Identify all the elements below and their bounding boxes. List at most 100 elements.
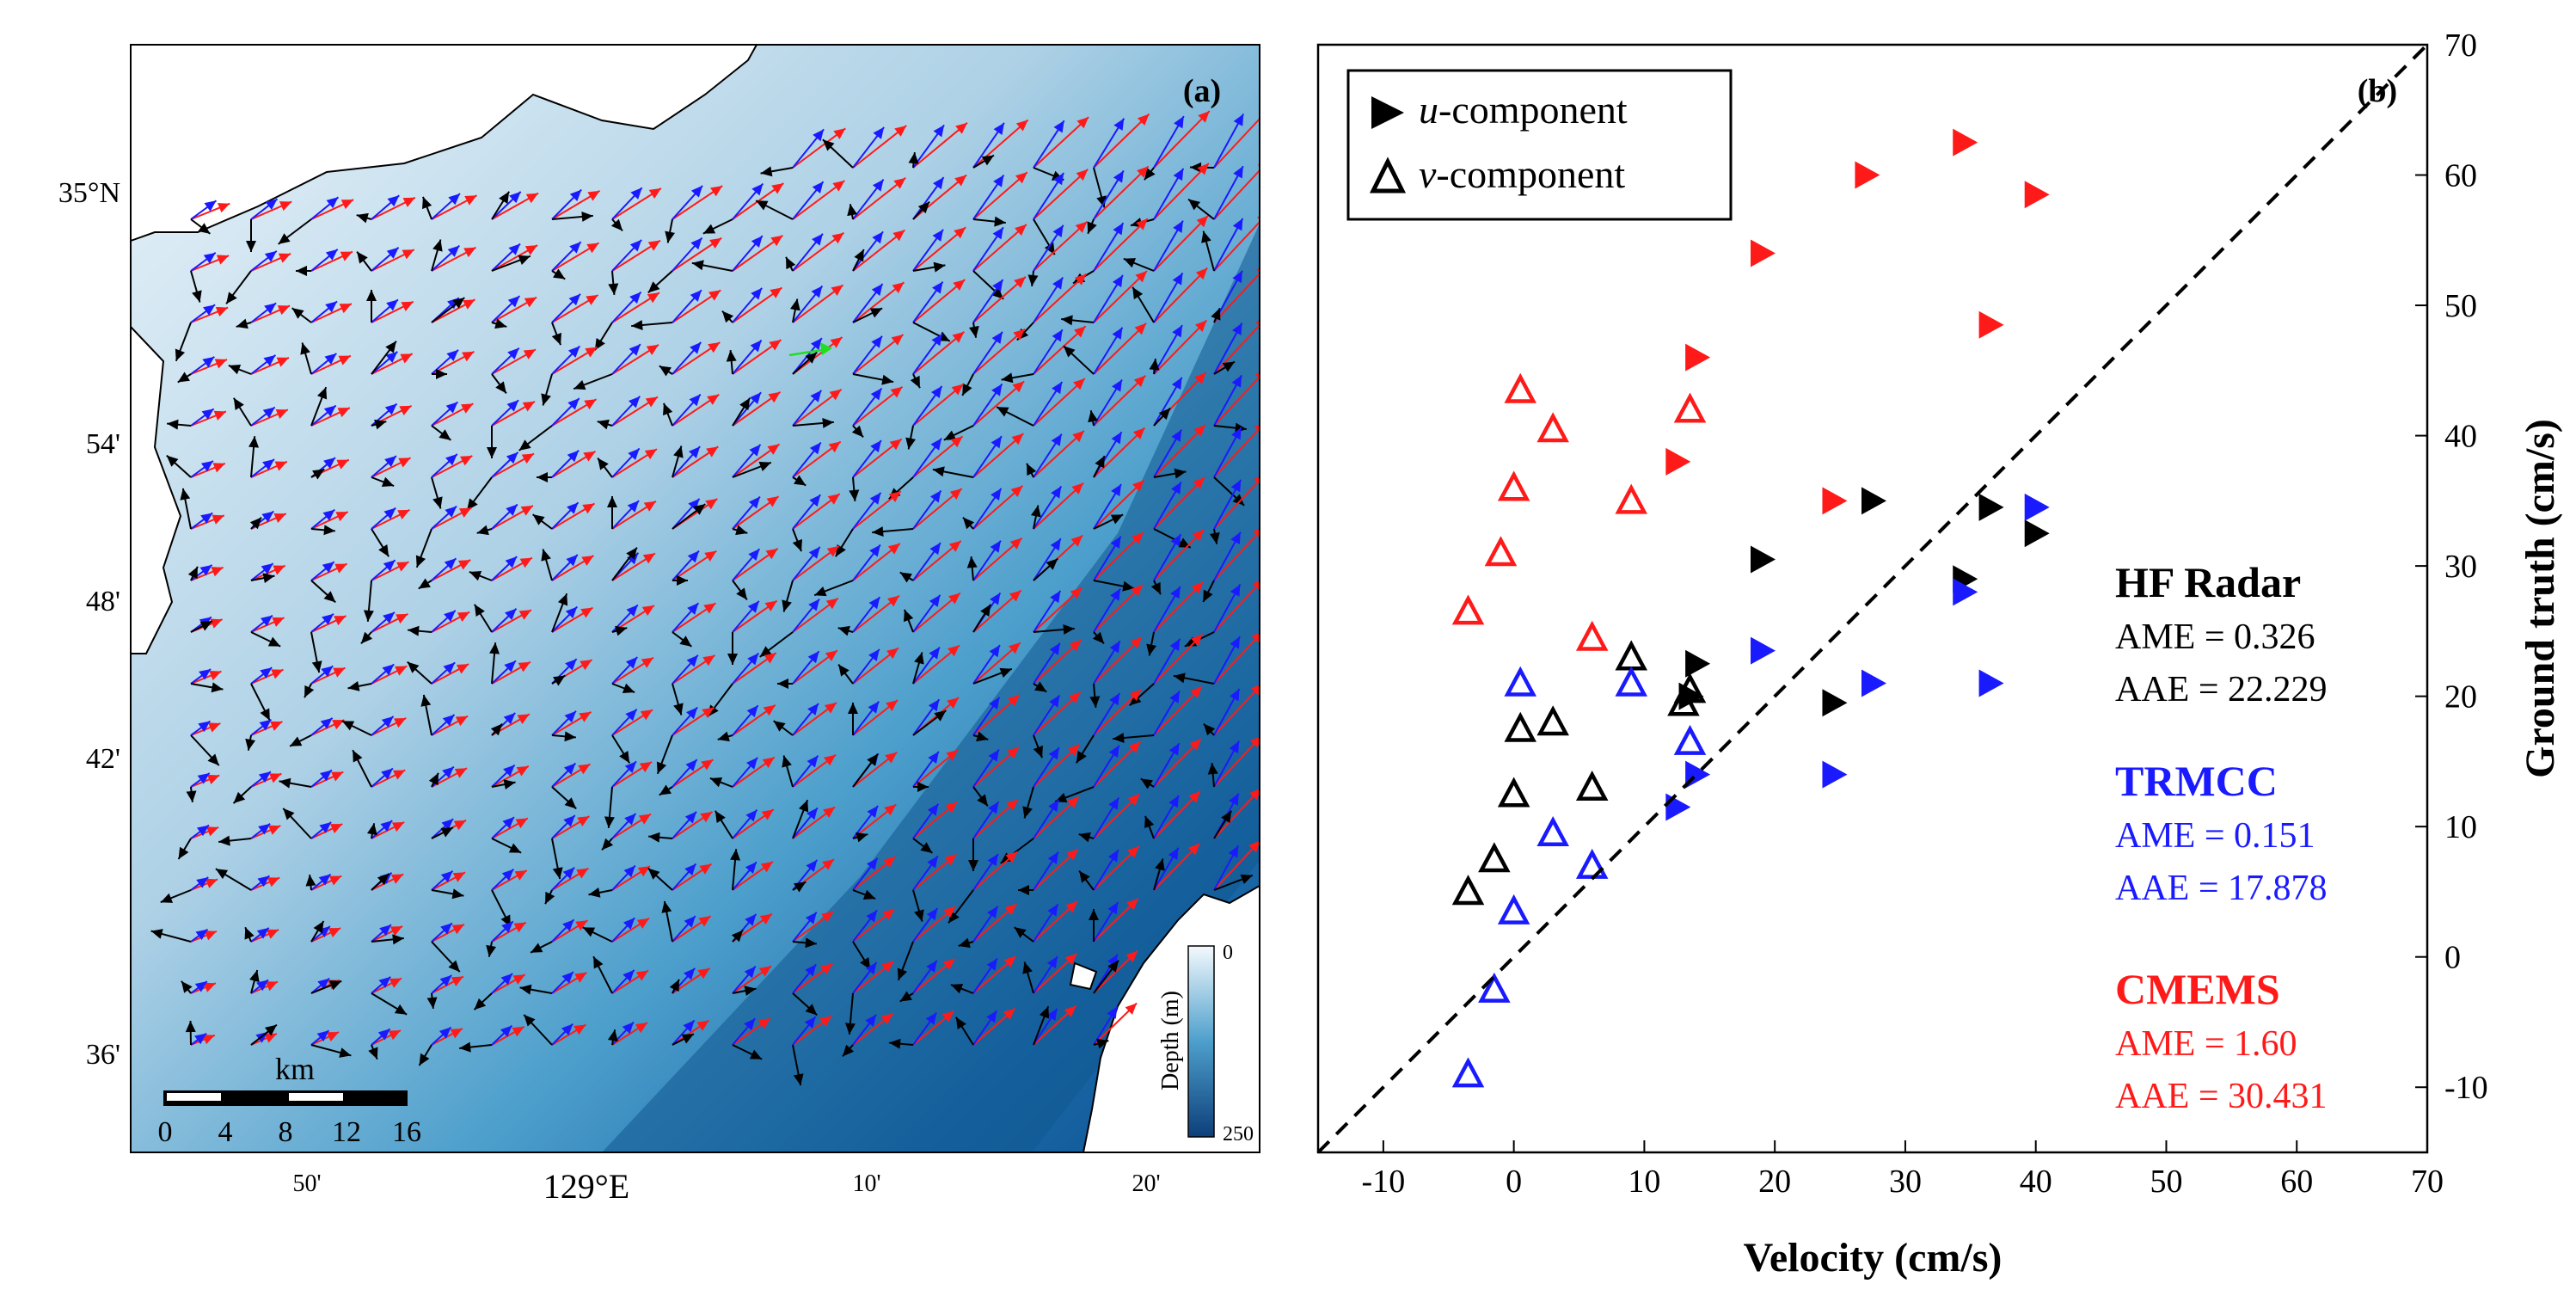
vector-arrowhead [442, 714, 455, 727]
vector-arrowhead [518, 439, 531, 451]
vector-arrowhead [328, 928, 341, 938]
lat-label: 36' [86, 1039, 120, 1071]
vector-arrowhead [1188, 791, 1200, 803]
vector-arrowhead [516, 765, 529, 777]
vector-arrowhead [532, 514, 545, 525]
vector-arrowhead [1187, 843, 1200, 856]
vector-arrowhead [215, 869, 229, 880]
y-tick-label: 10 [2444, 809, 2477, 845]
legend: u-component v-component [1346, 69, 1733, 221]
vector-arrowhead [524, 245, 538, 255]
data-point-u [2024, 181, 2050, 209]
vector-arrowhead [1136, 218, 1148, 230]
vector-arrowhead [1112, 379, 1122, 392]
vector-arrowhead [1127, 846, 1139, 858]
vector-arrowhead [707, 394, 720, 405]
vector-arrowhead [929, 543, 941, 556]
vector-arrowhead [387, 195, 400, 207]
vector-arrowhead [823, 754, 836, 766]
vector-arrowhead [461, 403, 474, 414]
vector-arrowhead [1233, 166, 1243, 179]
vector-arrowhead [1010, 485, 1023, 497]
vector-arrowhead [1070, 587, 1083, 599]
vector-arrowhead [894, 126, 907, 137]
vector-arrowhead [1168, 795, 1180, 808]
data-point-v [1497, 894, 1530, 924]
vector-arrowhead [325, 249, 338, 261]
data-point-v [1484, 536, 1518, 567]
vector-arrowhead [1007, 746, 1019, 759]
vector-arrowhead [340, 200, 354, 210]
vector-arrowhead [318, 874, 331, 886]
vector-arrowhead [659, 784, 672, 795]
vector-arrowhead [474, 998, 487, 1010]
panel-b-scatter: -10 0 10 20 30 40 50 60 70 -10 0 10 20 30 40 50 60 70 (b)… [1316, 28, 2563, 1281]
vector-arrowhead [578, 764, 591, 775]
vector-arrowhead [1112, 274, 1123, 288]
vector-arrowhead [451, 924, 464, 935]
vector-arrowhead [197, 773, 210, 784]
vector-arrowhead [647, 292, 659, 304]
vector-arrowhead [581, 556, 594, 566]
vector-arrowhead [1228, 845, 1239, 858]
vector-arrowhead [210, 618, 223, 629]
vector-arrowhead [445, 402, 458, 414]
vector-arrowhead [582, 927, 596, 937]
vector-arrowhead [1230, 689, 1240, 702]
vector-arrowhead [744, 966, 756, 979]
vector-arrowhead [432, 496, 443, 509]
vector-arrowhead [1076, 117, 1089, 129]
vector-arrowhead [1130, 636, 1143, 649]
vector-arrowhead [1133, 375, 1146, 388]
vector-arrowhead [525, 193, 539, 204]
data-point-u [1861, 487, 1886, 515]
stats-trmcc-aae: AAE = 17.878 [2115, 869, 2328, 908]
vector-arrowhead [1072, 430, 1084, 443]
vector-arrowhead [245, 738, 256, 751]
data-point-u [1665, 447, 1691, 476]
vector-arrowhead [948, 593, 960, 605]
vector-arrowhead [514, 870, 527, 881]
data-point-v [1575, 848, 1609, 879]
vector-arrowhead [708, 290, 721, 301]
vector-arrowhead [1011, 433, 1024, 445]
vector-arrowhead [881, 961, 894, 973]
vector-arrowhead [862, 889, 876, 900]
vector-arrowhead [581, 211, 593, 222]
vector-arrowhead [831, 232, 844, 244]
vector-arrowhead [567, 346, 580, 358]
vector-arrowhead [453, 820, 467, 831]
vector-arrowhead [1053, 120, 1064, 133]
vector-arrowhead [563, 815, 575, 827]
vector-arrow [1093, 479, 1145, 530]
vector-arrowhead [710, 186, 723, 197]
vector-arrowhead [805, 912, 817, 924]
vector-arrowhead [1191, 634, 1203, 646]
vector-arrowhead [1146, 643, 1157, 656]
vector-arrowhead [562, 867, 575, 880]
vector-arrowhead [1044, 242, 1055, 255]
vector-arrowhead [1155, 858, 1165, 871]
vector-arrowhead [871, 335, 882, 348]
vector-arrowhead [745, 913, 757, 926]
stats-trmcc-ame: AME = 0.151 [2115, 816, 2315, 856]
stats-cmems-aae: AAE = 30.431 [2115, 1077, 2328, 1116]
vector-arrowhead [607, 496, 617, 507]
vector-arrowhead [215, 306, 229, 317]
vector-arrowhead [908, 152, 919, 164]
vector-arrow [1153, 215, 1209, 272]
vector-arrowhead [770, 235, 783, 247]
scale-tick: 12 [332, 1116, 361, 1148]
vector-arrowhead [312, 469, 325, 480]
vector-arrowhead [263, 354, 276, 366]
vector-arrowhead [869, 544, 880, 557]
vector-arrowhead [304, 685, 315, 698]
vector-arrowhead [262, 459, 275, 470]
stats-cmems-ame: AME = 1.60 [2115, 1024, 2297, 1064]
data-point-v [1615, 483, 1647, 514]
vector-arrowhead [329, 824, 343, 834]
y-tick-label: 70 [2444, 28, 2477, 64]
vector-arrowhead [407, 661, 420, 673]
x-axis-title: Velocity (cm/s) [1744, 1235, 2003, 1281]
vector-arrowhead [575, 920, 588, 931]
